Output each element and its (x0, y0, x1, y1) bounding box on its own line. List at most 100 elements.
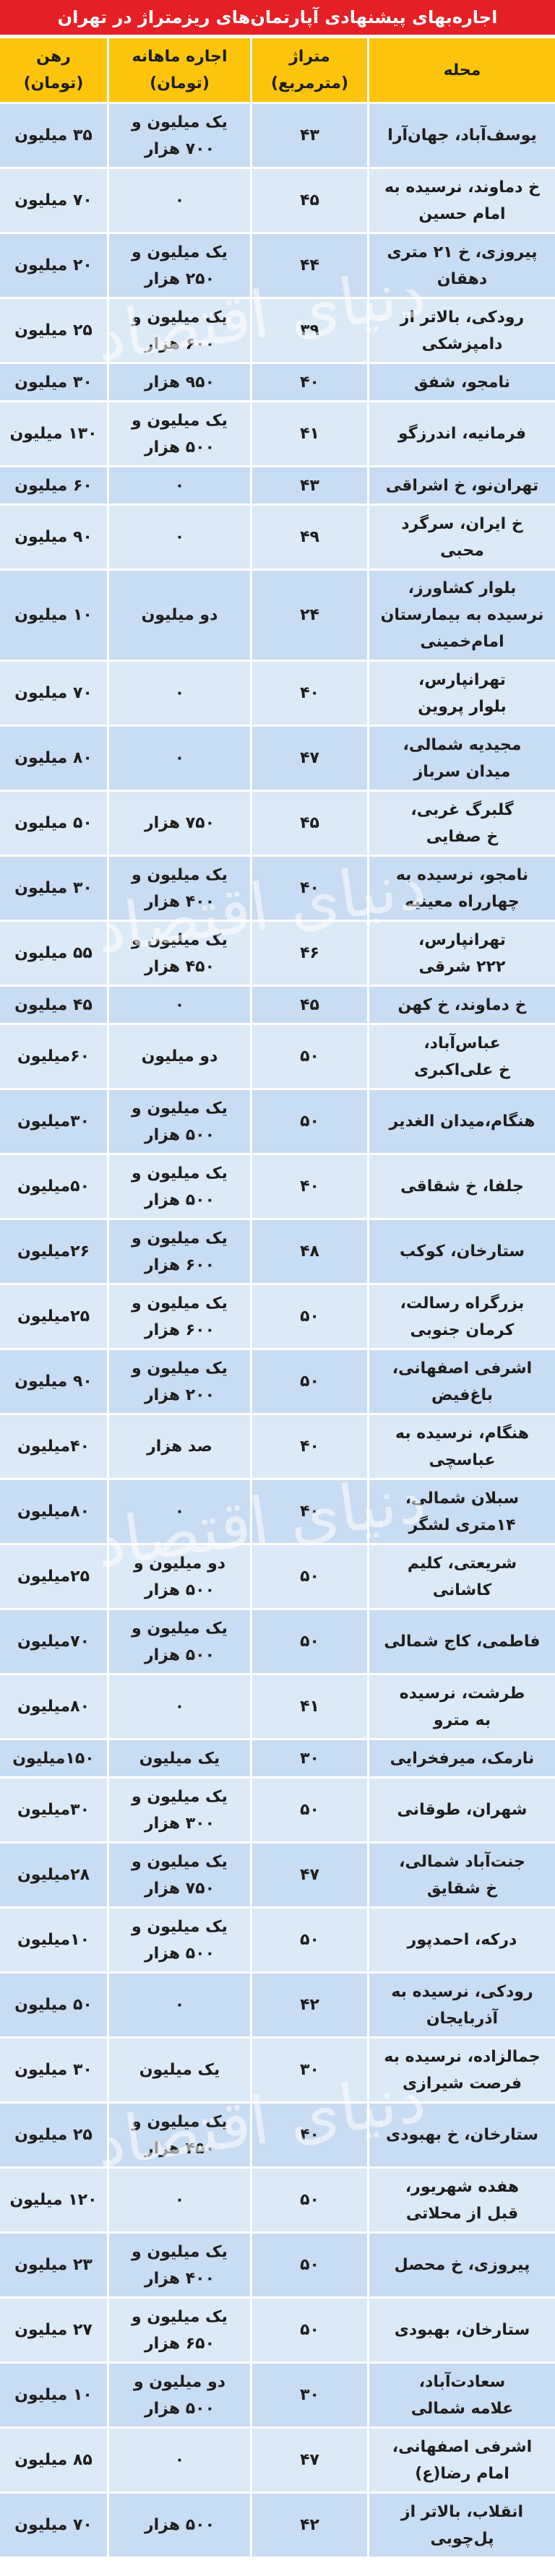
cell-area: ۵۰ (250, 1608, 369, 1675)
cell-neighborhood: فرمانیه، اندرزگو (367, 400, 555, 467)
cell-neighborhood: بلوار کشاورز، نرسیده به بیمارستان امام‌خ… (367, 569, 555, 662)
cell-monthly-rent: ۰ (107, 1971, 252, 2039)
cell-neighborhood: پیروزی، خ محصل (367, 2231, 555, 2299)
cell-deposit: ۲۷ میلیون (0, 2296, 109, 2364)
cell-monthly-rent: صد هزار (107, 1413, 252, 1480)
cell-deposit: ۷۰ میلیون (0, 660, 109, 727)
table-row: درکه، احمدپور ۵۰ یک میلیون و ۵۰۰ هزار ۱۰میل… (0, 1906, 555, 1974)
cell-monthly-rent: یک میلیون و ۶۵۰ هزار (107, 2296, 252, 2364)
table-row: هفده شهریور، قبل از محلاتی ۵۰ ۰ ۱۲۰ میلیون (0, 2166, 555, 2234)
cell-area: ۴۱ (250, 1673, 369, 1740)
cell-area: ۳۹ (250, 297, 369, 364)
header-row: محله متراژ (مترمربع) اجاره ماهانه (تومان… (0, 36, 555, 104)
cell-area: ۴۴ (250, 232, 369, 299)
table-row: تهرانپارس، بلوار پروین ۴۰ ۰ ۷۰ میلیون (0, 660, 555, 727)
cell-deposit: ۵۰میلیون (0, 1153, 109, 1220)
cell-neighborhood: گلبرگ غربی، خ صفایی (367, 790, 555, 857)
cell-deposit: ۴۵ میلیون (0, 985, 109, 1025)
rent-table: محله متراژ (مترمربع) اجاره ماهانه (تومان… (0, 36, 555, 2559)
cell-area: ۴۵ (250, 167, 369, 234)
cell-deposit: ۵۵ میلیون (0, 920, 109, 987)
cell-monthly-rent: ۹۵۰ هزار (107, 362, 252, 402)
table-row: ستارخان، کوکب ۴۸ یک میلیون و ۶۰۰ هزار ۲۶میل… (0, 1218, 555, 1285)
cell-monthly-rent: ۰ (107, 503, 252, 571)
cell-neighborhood: نارمک، میرفخرایی (367, 1738, 555, 1778)
cell-neighborhood: شهران، طوقانی (367, 1776, 555, 1844)
table-row: تهرانپارس، ۲۲۲ شرقی ۴۶ یک میلیون و ۴۵۰ هزا… (0, 920, 555, 987)
cell-neighborhood: رودکی، نرسیده به آذربایجان (367, 1971, 555, 2039)
header-deposit: رهن (تومان) (0, 36, 109, 104)
cell-monthly-rent: یک میلیون (107, 1738, 252, 1778)
header-monthly-rent: اجاره ماهانه (تومان) (107, 36, 252, 104)
cell-area: ۴۹ (250, 503, 369, 571)
cell-deposit: ۲۵میلیون (0, 1543, 109, 1610)
cell-area: ۴۱ (250, 400, 369, 467)
cell-area: ۵۰ (250, 1023, 369, 1090)
table-row: فاطمی، کاج شمالی ۵۰ یک میلیون و ۵۰۰ هزار ۷۰… (0, 1608, 555, 1675)
cell-monthly-rent: دو میلیون (107, 1023, 252, 1090)
table-row: فرمانیه، اندرزگو ۴۱ یک میلیون و ۵۰۰ هزار ۱۳… (0, 400, 555, 467)
cell-deposit: ۷۰ میلیون (0, 167, 109, 234)
cell-area: ۴۷ (250, 1841, 369, 1909)
cell-neighborhood: ستارخان، خ بهبودی (367, 2101, 555, 2169)
cell-monthly-rent: یک میلیون و ۵۰۰ هزار (107, 1153, 252, 1220)
table-body: یوسف‌آباد، جهان‌آرا ۴۳ یک میلیون و ۷۰۰ هزا… (0, 102, 555, 2559)
cell-area: ۴۸ (250, 1218, 369, 1285)
cell-deposit: ۳۰میلیون (0, 1776, 109, 1844)
cell-monthly-rent: دو میلیون و ۵۰۰ هزار (107, 1543, 252, 1610)
cell-monthly-rent: ۷۵۰ هزار (107, 790, 252, 857)
cell-deposit: ۶۰ میلیون (0, 465, 109, 506)
table-row: رودکی، نرسیده به آذربایجان ۴۲ ۰ ۵۰ میلیون (0, 1971, 555, 2039)
cell-deposit: ۸۰ میلیون (0, 725, 109, 792)
cell-neighborhood: هفده شهریور، قبل از محلاتی (367, 2166, 555, 2234)
table-row: اشرفی اصفهانی، باغ‌فیض ۵۰ یک میلیون و ۲۰۰ … (0, 1348, 555, 1415)
table-row: پیروزی، خ محصل ۵۰ یک میلیون و ۴۰۰ هزار ۲۳ م… (0, 2231, 555, 2299)
cell-deposit: ۳۰ میلیون (0, 855, 109, 922)
cell-neighborhood: عباس‌آباد، خ علی‌اکبری (367, 1023, 555, 1090)
cell-monthly-rent: یک میلیون و ۵۰۰ هزار (107, 1088, 252, 1155)
cell-neighborhood: فاطمی، کاج شمالی (367, 1608, 555, 1675)
cell-deposit: ۹۰ میلیون (0, 503, 109, 571)
cell-monthly-rent: یک میلیون و ۵۰۰ هزار (107, 1906, 252, 1974)
cell-neighborhood: جمالزاده، نرسیده به فرصت شیرازی (367, 2036, 555, 2104)
cell-area: ۴۰ (250, 1478, 369, 1545)
cell-deposit: ۹۰ میلیون (0, 1348, 109, 1415)
table-row: نارمک، میرفخرایی ۳۰ یک میلیون ۱۵۰میلیون (0, 1738, 555, 1778)
cell-neighborhood: رودکی، بالاتر از دامپزشکی (367, 297, 555, 364)
cell-area: ۴۰ (250, 855, 369, 922)
cell-neighborhood: یوسف‌آباد، جهان‌آرا (367, 102, 555, 169)
cell-area: ۵۰ (250, 1283, 369, 1350)
table-row: نامجو، شفق ۴۰ ۹۵۰ هزار ۳۰ میلیون (0, 362, 555, 402)
cell-deposit: ۳۰ میلیون (0, 362, 109, 402)
cell-neighborhood: پیروزی، خ ۲۱ متری دهقان (367, 232, 555, 299)
cell-monthly-rent: یک میلیون و ۵۰۰ هزار (107, 400, 252, 467)
table-row: تهران‌نو، خ اشراقی ۴۳ ۰ ۶۰ میلیون (0, 465, 555, 506)
cell-area: ۴۵ (250, 790, 369, 857)
table-row: ستارخان، خ بهبودی ۴۰ یک میلیون و ۴۵۰ هزار ۲… (0, 2101, 555, 2169)
cell-neighborhood: اشرفی اصفهانی، امام رضا(ع) (367, 2426, 555, 2494)
cell-neighborhood: هنگام،میدان الغدیر (367, 1088, 555, 1155)
cell-monthly-rent: یک میلیون و ۳۰۰ هزار (107, 1776, 252, 1844)
cell-deposit: ۲۶میلیون (0, 1218, 109, 1285)
table-row: انقلاب، بالاتر از پل‌چوبی ۴۲ ۵۰۰ هزار ۷۰ می… (0, 2491, 555, 2559)
table-row: اشرفی اصفهانی، امام رضا(ع) ۴۷ ۰ ۸۵ میلیون (0, 2426, 555, 2494)
cell-deposit: ۴۰میلیون (0, 1413, 109, 1480)
cell-monthly-rent: دو میلیون و ۵۰۰ هزار (107, 2361, 252, 2429)
table-row: نامجو، نرسیده به چهارراه معینیه ۴۰ یک میلی… (0, 855, 555, 922)
cell-deposit: ۱۰ میلیون (0, 2361, 109, 2429)
table-row: گلبرگ غربی، خ صفایی ۴۵ ۷۵۰ هزار ۵۰ میلیون (0, 790, 555, 857)
cell-monthly-rent: یک میلیون و ۲۰۰ هزار (107, 1348, 252, 1415)
table-row: سبلان شمالی، ۱۴متری لشگر ۴۰ ۰ ۸۰میلیون (0, 1478, 555, 1545)
cell-neighborhood: تهران‌نو، خ اشراقی (367, 465, 555, 506)
table-row: شهران، طوقانی ۵۰ یک میلیون و ۳۰۰ هزار ۳۰میل… (0, 1776, 555, 1844)
table-row: مجیدیه شمالی، میدان سرباز ۴۷ ۰ ۸۰ میلیون (0, 725, 555, 792)
table-row: طرشت، نرسیده به مترو ۴۱ ۰ ۸۰میلیون (0, 1673, 555, 1740)
cell-area: ۴۰ (250, 1413, 369, 1480)
table-title: اجاره‌بهای پیشنهادی آپارتمان‌های ریزمترا… (0, 0, 555, 36)
cell-monthly-rent: ۰ (107, 660, 252, 727)
cell-neighborhood: جلفا، خ شقاقی (367, 1153, 555, 1220)
cell-neighborhood: درکه، احمدپور (367, 1906, 555, 1974)
header-area: متراژ (مترمربع) (250, 36, 369, 104)
cell-deposit: ۵۰ میلیون (0, 1971, 109, 2039)
cell-neighborhood: جنت‌آباد شمالی، خ شقایق (367, 1841, 555, 1909)
